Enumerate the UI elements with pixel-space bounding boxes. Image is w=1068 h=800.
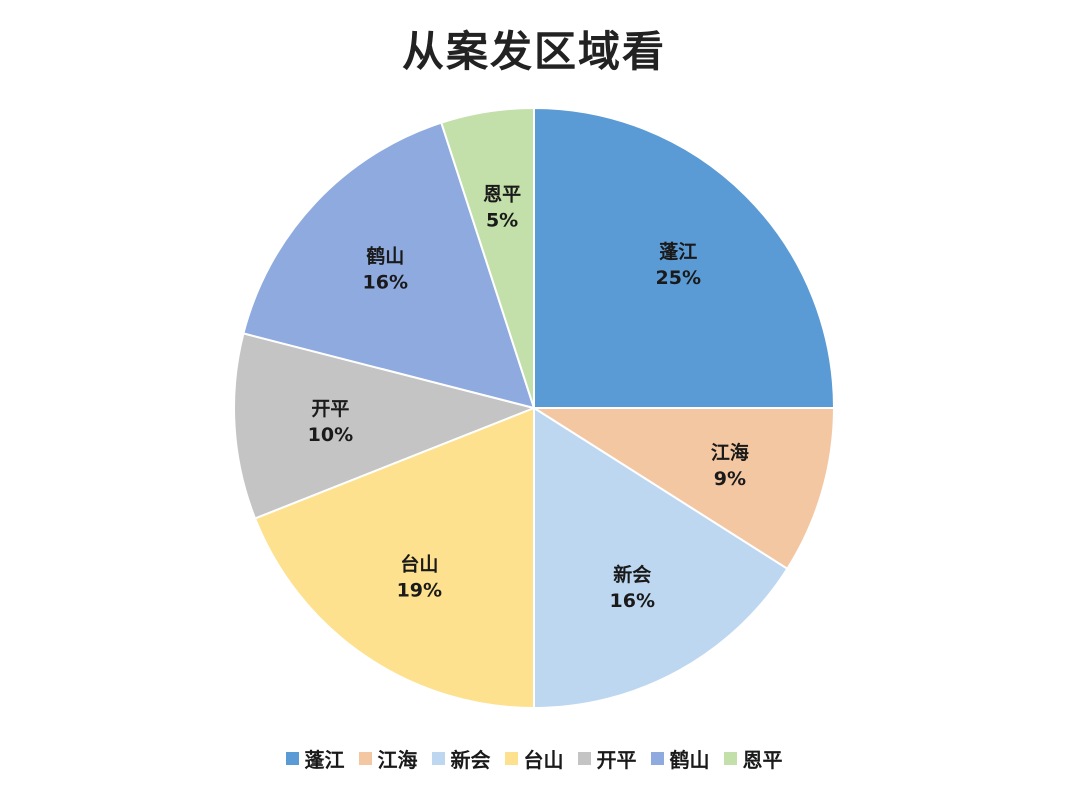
slice-percent-label: 10% bbox=[308, 424, 353, 446]
legend-item: 恩平 bbox=[723, 744, 783, 773]
slice-category-label: 鹤山 bbox=[366, 244, 404, 267]
legend-item: 江海 bbox=[358, 744, 418, 773]
slice-percent-label: 16% bbox=[363, 271, 408, 293]
slice-category-label: 恩平 bbox=[483, 184, 521, 206]
legend-swatch bbox=[431, 752, 445, 765]
pie-slice-江海 bbox=[530, 407, 836, 571]
legend-swatch bbox=[723, 752, 737, 765]
slice-category-label: 新会 bbox=[613, 563, 651, 586]
legend-label: 台山 bbox=[523, 748, 564, 772]
legend-label: 江海 bbox=[377, 748, 418, 772]
slice-percent-label: 25% bbox=[656, 267, 701, 289]
legend-label: 新会 bbox=[450, 748, 491, 772]
legend-label: 鹤山 bbox=[669, 748, 710, 772]
legend-item: 开平 bbox=[577, 744, 637, 773]
pie-slice-台山 bbox=[253, 406, 535, 710]
slice-category-label: 蓬江 bbox=[659, 241, 697, 263]
legend-label: 蓬江 bbox=[304, 748, 345, 772]
slice-percent-label: 9% bbox=[714, 468, 746, 490]
chart-legend: 蓬江 江海 新会 台山 开平 鹤山 恩平 bbox=[0, 744, 1068, 773]
legend-swatch bbox=[650, 752, 664, 765]
pie-slice-鹤山 bbox=[242, 121, 536, 410]
legend-label: 恩平 bbox=[742, 748, 783, 772]
slice-category-label: 台山 bbox=[400, 553, 438, 576]
chart-title: 从案发区域看 bbox=[401, 27, 666, 76]
slice-percent-label: 19% bbox=[397, 580, 442, 602]
slice-percent-label: 16% bbox=[610, 590, 655, 612]
slice-category-label: 开平 bbox=[311, 398, 349, 420]
legend-swatch bbox=[504, 752, 518, 765]
pie-slice-恩平 bbox=[440, 106, 535, 409]
legend-swatch bbox=[577, 752, 591, 765]
legend-swatch bbox=[285, 752, 299, 765]
legend-label: 开平 bbox=[596, 748, 637, 772]
legend-item: 新会 bbox=[431, 744, 491, 773]
pie-slice-新会 bbox=[533, 406, 789, 710]
pie-slice-蓬江 bbox=[533, 106, 836, 409]
legend-swatch bbox=[358, 752, 372, 765]
legend-item: 台山 bbox=[504, 744, 564, 773]
pie-slice-开平 bbox=[233, 332, 538, 520]
legend-item: 蓬江 bbox=[285, 744, 345, 773]
slice-percent-label: 5% bbox=[486, 210, 518, 232]
slice-category-label: 江海 bbox=[711, 441, 749, 464]
legend-item: 鹤山 bbox=[650, 744, 710, 773]
